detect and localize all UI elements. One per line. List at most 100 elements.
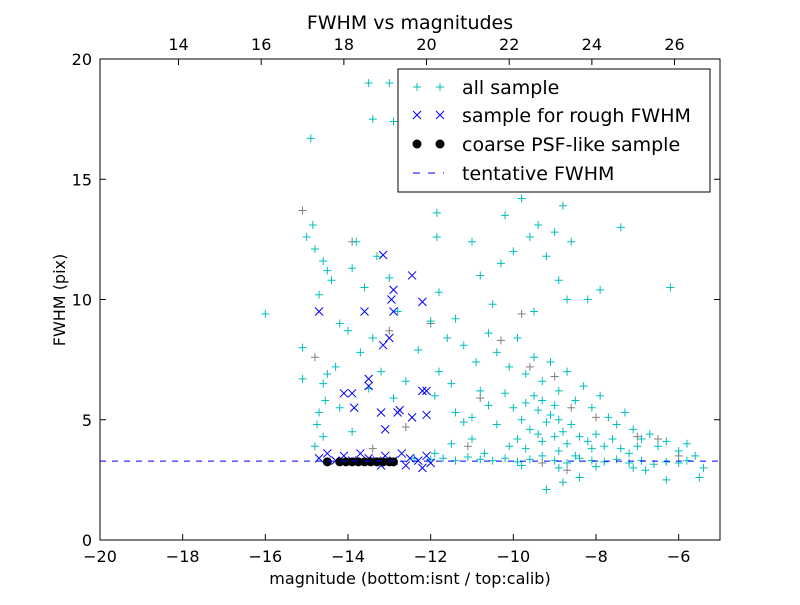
all-sample-point [633, 442, 642, 451]
rough-fwhm-point [380, 425, 390, 434]
all-sample-point [583, 295, 592, 304]
y-axis-label: FWHM (pix) [50, 254, 69, 347]
all-sample-point [348, 427, 357, 436]
rough-fwhm-point [426, 458, 436, 468]
unlabeled-sample-point [310, 353, 319, 362]
all-sample-point [389, 117, 398, 126]
all-sample-point [476, 455, 485, 464]
all-sample-point [521, 444, 530, 453]
all-sample-point [674, 447, 683, 456]
all-sample-point [666, 283, 675, 292]
top-tick-label: 22 [499, 35, 519, 54]
all-sample-point [319, 257, 328, 266]
all-sample-point [691, 451, 700, 460]
all-sample-point [517, 461, 526, 470]
all-sample-point [389, 394, 398, 403]
all-sample-point [538, 437, 547, 446]
all-sample-point [550, 432, 559, 441]
all-sample-point [550, 228, 559, 237]
rough-fwhm-point [347, 388, 357, 398]
all-sample-point [596, 391, 605, 400]
all-sample-point [368, 333, 377, 342]
y-tick-label: 20 [72, 50, 92, 69]
unlabeled-sample-point [567, 403, 576, 412]
plot-frame [99, 58, 721, 541]
unlabeled-sample-point [592, 413, 600, 422]
x-tick-label: −10 [496, 547, 530, 566]
all-sample-point [377, 367, 386, 376]
all-sample-point [484, 401, 493, 410]
all-sample-point [315, 290, 324, 299]
all-sample-point [525, 232, 534, 241]
all-sample-point [682, 439, 691, 448]
all-sample-point [426, 317, 435, 326]
all-sample-point [298, 374, 307, 383]
all-sample-point [298, 343, 307, 352]
all-sample-point [360, 283, 369, 292]
psf-like-point [335, 457, 345, 467]
all-sample-point [463, 453, 472, 462]
all-sample-point [517, 415, 526, 424]
all-sample-point [468, 237, 476, 246]
all-sample-point [319, 432, 328, 441]
all-sample-point [335, 403, 344, 412]
all-sample-point [538, 451, 547, 460]
all-sample-point [434, 367, 443, 376]
rough-fwhm-point [413, 456, 423, 465]
x-tick-label: −18 [166, 547, 200, 566]
rough-fwhm-point [393, 408, 402, 417]
unlabeled-sample-point [368, 444, 377, 453]
all-sample-point [567, 237, 576, 246]
all-sample-point [583, 437, 592, 446]
y-tick-label: 5 [82, 411, 92, 430]
top-tick-label: 20 [416, 35, 436, 54]
all-sample-point [385, 273, 394, 282]
rough-fwhm-point [389, 285, 398, 295]
all-sample-point [451, 314, 460, 323]
all-sample-point [563, 295, 572, 304]
all-sample-point [430, 449, 439, 458]
all-sample-point [530, 307, 538, 316]
all-sample-point [608, 434, 617, 443]
all-sample-point [600, 442, 609, 451]
unlabeled-sample-point [385, 326, 394, 335]
rough-fwhm-point [389, 307, 398, 316]
all-sample-point [629, 425, 638, 434]
all-sample-point [550, 401, 559, 410]
legend: all sample sample for rough FWHM coarse … [397, 68, 711, 193]
all-sample-point [385, 79, 394, 88]
all-sample-point [484, 329, 493, 338]
all-sample-point [542, 485, 551, 494]
all-sample-point [563, 439, 572, 448]
psf-like-point [347, 457, 357, 467]
all-sample-point [310, 442, 319, 451]
all-sample-point [476, 386, 485, 395]
all-sample-point [308, 220, 317, 229]
all-sample-point [313, 420, 321, 429]
top-tick-label: 26 [664, 35, 684, 54]
all-sample-point [596, 285, 605, 294]
all-sample-point [447, 439, 456, 448]
chart-title: FWHM vs magnitudes [307, 12, 513, 34]
all-sample-point [356, 348, 365, 357]
psf-like-point [388, 457, 398, 467]
x-tick-label: −20 [83, 547, 117, 566]
legend-marker [412, 139, 422, 149]
unlabeled-sample-point [463, 442, 472, 451]
all-sample-point [554, 276, 563, 285]
all-sample-point [501, 389, 510, 398]
all-sample-point [525, 455, 534, 464]
unlabeled-sample-point [563, 466, 572, 475]
x-tick-label: −12 [414, 547, 448, 566]
rough-fwhm-point [349, 403, 359, 413]
all-sample-point [315, 408, 324, 417]
all-sample-point [554, 415, 563, 424]
legend-marker [436, 83, 444, 91]
unlabeled-sample-point [298, 206, 307, 215]
psf-like-point [360, 457, 370, 467]
all-sample-point [542, 252, 551, 261]
rough-fwhm-point [407, 271, 417, 280]
all-sample-point [542, 418, 551, 427]
all-sample-point [654, 442, 662, 451]
all-sample-point [401, 377, 410, 386]
